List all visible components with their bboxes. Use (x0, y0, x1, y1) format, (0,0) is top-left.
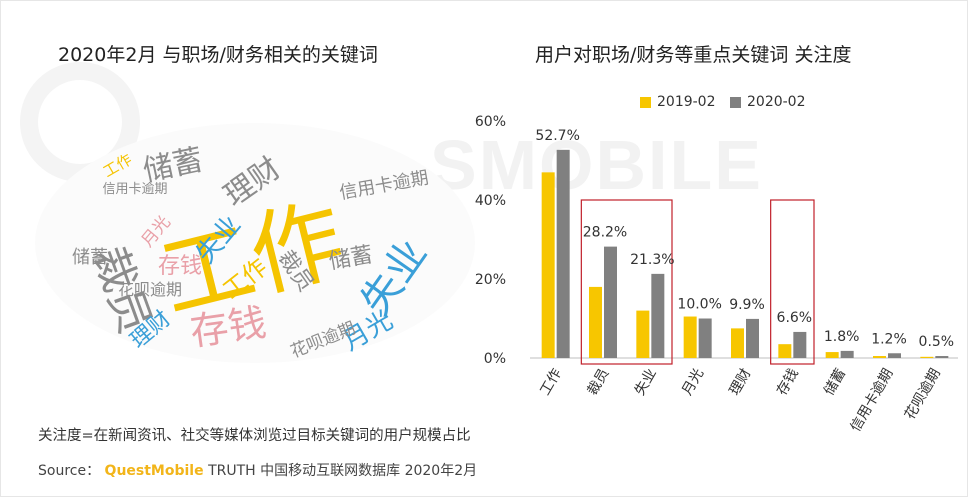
bar-2019 (541, 172, 555, 358)
category-label: 裁员 (585, 366, 613, 398)
category-label: 信用卡逾期 (848, 366, 897, 435)
legend-item-2020: 2020-02 (730, 94, 806, 110)
metric-note: 关注度=在新闻资讯、社交等媒体浏览过目标关键词的用户规模占比 (38, 428, 471, 444)
bar-2020 (888, 353, 901, 358)
bar-2019 (778, 344, 792, 358)
data-label: 1.8% (824, 329, 860, 345)
category-label: 失业 (632, 366, 660, 398)
bar-chart: 0% 20% 40% 60% 52.7% 工作 28.2% 裁员 21.3% 失业 10.0% 月光 9… (475, 114, 958, 435)
category-label: 工作 (537, 366, 565, 398)
source-rest: TRUTH 中国移动互联网数据库 2020年2月 (208, 463, 478, 479)
source-brand: QuestMobile (104, 463, 204, 479)
category-label: 存钱 (774, 366, 802, 398)
bar-2019 (636, 310, 650, 358)
highlight-box (770, 199, 815, 365)
source-prefix: Source： (38, 463, 101, 479)
legend-label-2019: 2019-02 (657, 94, 716, 110)
legend-swatch-2019 (640, 96, 651, 108)
bar-2019 (589, 286, 602, 358)
y-tick-label: 0% (484, 351, 506, 367)
category-label: 储蓄 (821, 366, 849, 398)
data-label: 28.2% (583, 225, 627, 241)
legend-item-2019: 2019-02 (640, 94, 716, 110)
category-label: 花呗逾期 (902, 366, 944, 422)
bar-2019 (920, 356, 934, 358)
source-line: Source： QuestMobile TRUTH 中国移动互联网数据库 202… (38, 460, 477, 480)
cloud-word: 存钱 (158, 254, 202, 279)
y-tick-label: 40% (475, 193, 506, 209)
bar-2019 (683, 316, 697, 358)
data-label: 6.6% (777, 310, 813, 326)
y-tick-label: 20% (475, 272, 506, 288)
bar-2019 (825, 352, 839, 358)
cloud-word: 存钱 (187, 300, 268, 354)
data-label: 0.5% (919, 334, 955, 350)
cloud-shape (35, 123, 475, 363)
bar-2020 (935, 356, 949, 358)
bar-2020 (840, 350, 854, 358)
bar-2019 (873, 356, 886, 358)
y-tick-label: 60% (475, 114, 506, 130)
bar-2020 (746, 318, 759, 358)
watermark-text: SMOBILE (430, 126, 763, 204)
bar-2020 (698, 318, 712, 358)
cloud-word: 花呗逾期 (118, 280, 182, 299)
data-label: 52.7% (535, 128, 579, 144)
cloud-word: 储蓄 (72, 247, 108, 268)
legend-label-2020: 2020-02 (747, 94, 806, 110)
data-label: 10.0% (677, 297, 721, 313)
bar-2019 (731, 328, 744, 358)
cloud-word: 信用卡逾期 (102, 182, 167, 197)
category-label: 月光 (679, 366, 707, 398)
chart-title: 用户对职场/财务等重点关键词 关注度 (535, 44, 852, 66)
data-label: 9.9% (729, 297, 765, 313)
legend-swatch-2020 (730, 96, 741, 108)
category-label: 理财 (727, 366, 755, 398)
data-label: 21.3% (630, 252, 674, 268)
data-label: 1.2% (871, 331, 907, 347)
highlight-box (580, 199, 673, 365)
bar-2020 (651, 273, 665, 358)
bar-2020 (556, 149, 570, 358)
word-cloud-title: 2020年2月 与职场/财务相关的关键词 (58, 44, 378, 66)
bar-2020 (604, 246, 617, 358)
bar-2020 (793, 331, 807, 358)
